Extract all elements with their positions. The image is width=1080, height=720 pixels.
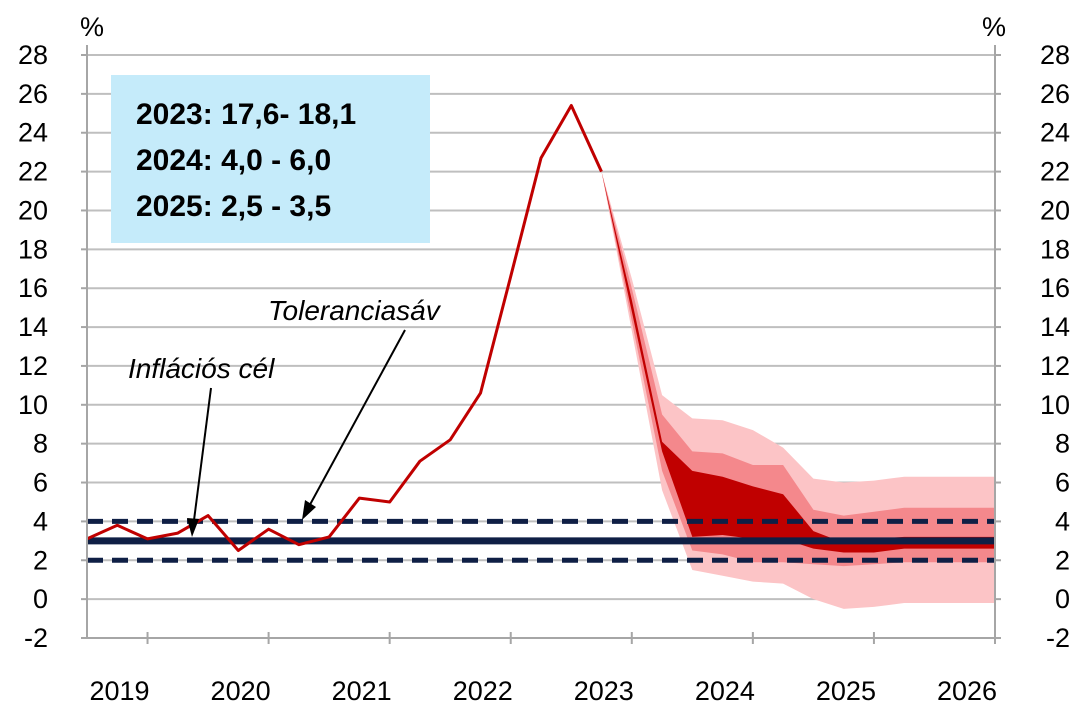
y-tick-label-right: 8 (1055, 429, 1070, 459)
tolerance-band-annotation: Toleranciasáv (268, 295, 442, 520)
y-tick-label-left: 10 (18, 390, 48, 420)
x-tick-label: 2025 (816, 676, 876, 706)
y-tick-label-left: 18 (18, 234, 48, 264)
info-box: 2023: 17,6- 18,1 2024: 4,0 - 6,0 2025: 2… (111, 75, 430, 243)
x-tick-label: 2019 (89, 676, 149, 706)
y-tick-label-left: 0 (33, 584, 48, 614)
info-box-line-2024: 2024: 4,0 - 6,0 (136, 144, 331, 177)
info-box-line-2023: 2023: 17,6- 18,1 (136, 98, 356, 131)
y-tick-label-right: 24 (1040, 118, 1070, 148)
y-tick-label-left: 2 (33, 545, 48, 575)
tolerance-band-arrowhead (302, 500, 316, 520)
inflation-target-arrow (192, 387, 212, 529)
y-tick-label-right: 16 (1040, 273, 1070, 303)
y-tick-label-right: 18 (1040, 234, 1070, 264)
y-tick-label-left: -2 (24, 623, 48, 653)
inflation-series (86, 104, 603, 552)
target-band (87, 518, 995, 563)
tolerance-band-label: Toleranciasáv (268, 295, 442, 326)
x-tick-label: 2020 (211, 676, 271, 706)
inflation-target-label: Inflációs cél (128, 353, 275, 384)
x-tick-label: 2021 (332, 676, 392, 706)
x-tick-label: 2024 (695, 676, 755, 706)
axes (81, 45, 1001, 644)
y-tick-label-right: 22 (1040, 157, 1070, 187)
y-unit-right: % (982, 12, 1006, 42)
y-tick-label-left: 6 (33, 468, 48, 498)
y-tick-label-right: 6 (1055, 468, 1070, 498)
info-box-background (111, 75, 430, 243)
inflation-line (86, 104, 603, 552)
y-tick-label-left: 26 (18, 79, 48, 109)
y-tick-label-right: 12 (1040, 351, 1070, 381)
info-box-line-2025: 2025: 2,5 - 3,5 (136, 190, 331, 223)
y-tick-label-right: 20 (1040, 195, 1070, 225)
y-tick-label-right: 2 (1055, 545, 1070, 575)
y-tick-label-left: 20 (18, 195, 48, 225)
y-tick-label-left: 16 (18, 273, 48, 303)
y-tick-label-left: 4 (33, 506, 48, 536)
y-unit-left: % (80, 12, 104, 42)
x-tick-label: 2022 (453, 676, 513, 706)
forecast-fan (601, 171, 995, 609)
x-tick-label: 2026 (937, 676, 997, 706)
y-tick-label-right: 4 (1055, 506, 1070, 536)
y-tick-label-right: -2 (1046, 623, 1070, 653)
y-tick-label-left: 22 (18, 157, 48, 187)
fan-band-middle (601, 171, 995, 567)
y-tick-label-left: 24 (18, 118, 48, 148)
y-tick-label-left: 8 (33, 429, 48, 459)
y-tick-label-left: 12 (18, 351, 48, 381)
y-tick-label-right: 0 (1055, 584, 1070, 614)
y-tick-label-right: 14 (1040, 312, 1070, 342)
y-tick-label-left: 28 (18, 40, 48, 70)
inflation-target-arrowhead (187, 518, 199, 537)
y-tick-label-right: 10 (1040, 390, 1070, 420)
x-tick-label: 2023 (574, 676, 634, 706)
y-tick-label-left: 14 (18, 312, 48, 342)
tolerance-band-arrow (305, 329, 406, 513)
y-tick-label-right: 28 (1040, 40, 1070, 70)
y-tick-label-right: 26 (1040, 79, 1070, 109)
inflation-target-annotation: Inflációs cél (128, 353, 275, 537)
